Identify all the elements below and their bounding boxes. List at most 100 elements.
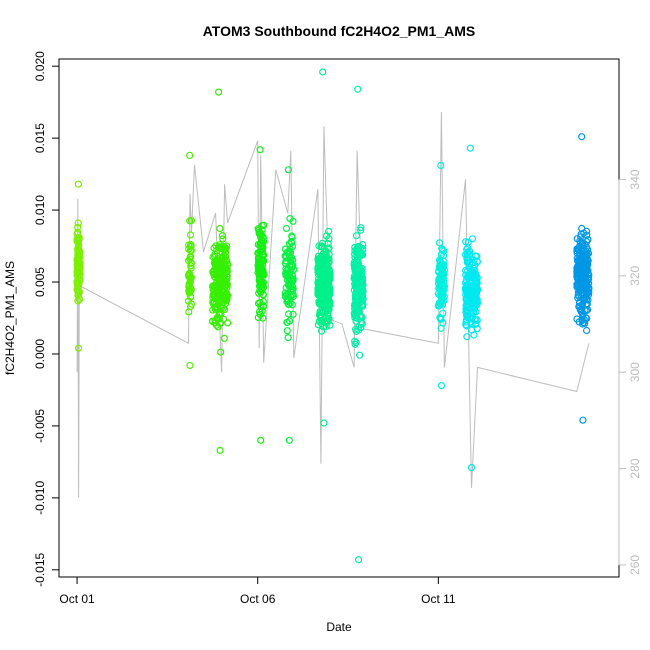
data-point — [471, 266, 479, 275]
data-point — [74, 245, 83, 254]
data-point — [257, 436, 265, 444]
data-point — [215, 88, 223, 96]
data-point — [221, 245, 229, 254]
data-point — [467, 464, 476, 472]
data-point — [259, 298, 267, 306]
data-point — [574, 262, 582, 270]
data-point — [259, 271, 267, 279]
data-point — [578, 302, 586, 310]
data-point — [470, 331, 478, 339]
data-point — [356, 351, 364, 359]
data-point — [573, 235, 581, 243]
data-point — [439, 319, 447, 327]
data-point — [315, 266, 323, 275]
data-point — [464, 248, 472, 257]
y-tick-label: 0.020 — [33, 51, 47, 81]
x-tick-label: Oct 11 — [421, 592, 456, 606]
data-point — [318, 327, 326, 335]
data-point — [223, 281, 231, 289]
data-point — [314, 283, 322, 291]
data-point — [288, 272, 297, 280]
data-point — [282, 224, 291, 232]
data-point — [472, 270, 480, 278]
data-point — [283, 295, 291, 304]
plot-frame — [58, 58, 620, 578]
data-point — [211, 274, 220, 282]
data-point — [322, 250, 330, 258]
x-axis-label: Date — [326, 620, 352, 634]
axes-layer: -0.015 -0.010 -0.005 0.000 0.005 0.010 0.015 0.… — [33, 51, 642, 606]
data-point — [325, 305, 333, 314]
data-point — [283, 248, 291, 257]
data-point — [220, 262, 228, 270]
data-point — [325, 284, 333, 292]
data-point — [357, 226, 365, 234]
y-tick-label: -0.015 — [33, 552, 47, 586]
data-point — [357, 318, 365, 327]
y2-tick-label: 320 — [628, 266, 642, 286]
data-point — [76, 250, 84, 258]
data-point — [582, 300, 590, 308]
data-point — [287, 256, 295, 264]
data-point — [353, 276, 361, 284]
data-point — [471, 316, 479, 324]
data-point — [220, 334, 228, 342]
data-point — [218, 254, 226, 262]
data-point — [314, 321, 322, 329]
data-point — [218, 232, 226, 240]
data-point — [74, 269, 82, 277]
data-point — [462, 238, 470, 246]
y2-tick-label: 300 — [628, 362, 642, 382]
data-point — [258, 248, 267, 256]
data-point — [286, 317, 294, 325]
data-point — [582, 291, 591, 299]
data-point — [472, 320, 480, 328]
data-point — [289, 277, 297, 285]
data-point — [324, 315, 332, 323]
data-point — [435, 299, 443, 307]
data-point — [185, 281, 193, 289]
data-point — [578, 239, 586, 247]
data-point — [353, 268, 361, 276]
x-tick-label: Oct 06 — [240, 592, 276, 606]
data-point — [216, 267, 225, 275]
data-point — [257, 278, 265, 286]
x-tick-label: Oct 01 — [59, 592, 95, 606]
data-point — [260, 238, 268, 246]
data-point — [578, 133, 586, 141]
data-point — [74, 219, 82, 227]
data-point — [355, 556, 363, 564]
data-point — [351, 305, 359, 313]
data-point — [350, 261, 358, 269]
data-point — [580, 229, 588, 237]
data-point — [436, 256, 444, 264]
data-point — [286, 215, 294, 223]
data-point — [186, 361, 194, 370]
data-point — [213, 313, 222, 321]
data-point — [436, 300, 444, 308]
data-point — [351, 337, 359, 345]
data-point — [317, 292, 325, 300]
data-point — [283, 269, 291, 277]
data-point — [439, 309, 447, 317]
data-point — [73, 278, 81, 286]
data-point — [254, 261, 262, 269]
data-point — [437, 278, 445, 286]
data-point — [352, 314, 360, 322]
data-point — [258, 261, 267, 269]
data-point — [353, 245, 361, 253]
data-point — [314, 262, 322, 270]
data-point — [574, 275, 582, 283]
data-point — [212, 321, 221, 329]
data-point — [259, 291, 267, 299]
y-tick-label: 0.010 — [33, 195, 47, 225]
data-point — [321, 266, 329, 274]
data-point — [355, 326, 363, 334]
y-tick-label: 0.005 — [33, 267, 47, 297]
data-point — [354, 85, 362, 93]
data-point — [463, 308, 471, 316]
data-point — [259, 269, 267, 277]
data-point — [463, 333, 471, 341]
data-point — [281, 245, 289, 253]
data-point — [437, 292, 445, 300]
